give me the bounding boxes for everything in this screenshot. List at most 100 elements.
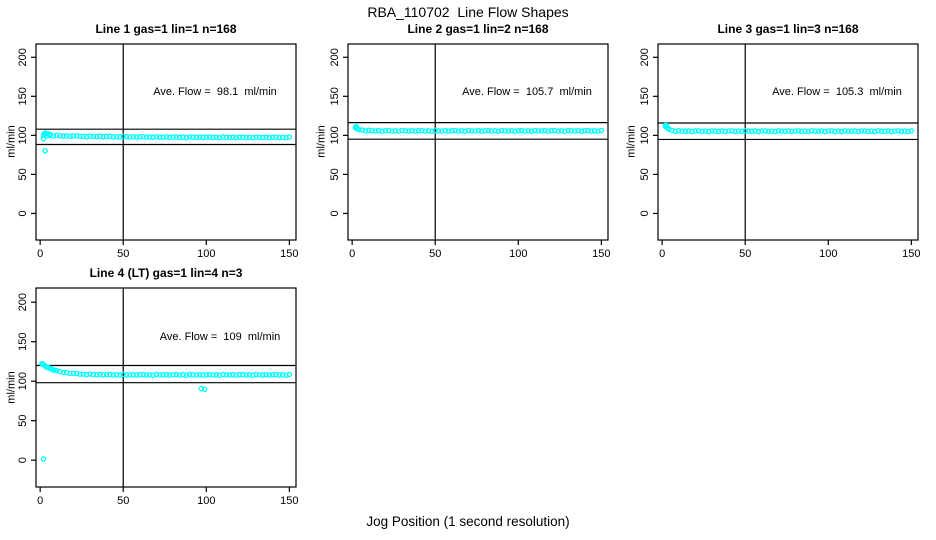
panel-title-line-2: Line 2 gas=1 lin=2 n=168 — [407, 22, 549, 36]
data-point — [123, 134, 130, 140]
y-tick-label: 150 — [329, 87, 341, 105]
data-point — [283, 135, 289, 141]
data-point — [170, 134, 176, 140]
data-point — [585, 127, 591, 134]
ave-flow-annotation-line-3: Ave. Flow = 105.3 ml/min — [772, 86, 902, 98]
data-point — [722, 128, 729, 135]
data-point — [80, 133, 87, 139]
data-point — [498, 127, 505, 134]
data-point — [785, 128, 792, 134]
data-point — [193, 372, 200, 378]
data-point — [885, 128, 891, 134]
data-point — [253, 371, 259, 378]
data-point — [572, 128, 578, 134]
data-point — [558, 128, 565, 134]
data-point — [555, 128, 561, 134]
panel-line-4: 0 50 100 150 0 50 100 150 200 — [17, 287, 299, 507]
data-point — [578, 128, 585, 134]
data-point — [472, 128, 478, 134]
x-tick-label: 0 — [659, 248, 665, 260]
plot-box — [35, 43, 297, 241]
data-point — [276, 134, 283, 141]
x-tick-label: 0 — [37, 495, 43, 507]
data-point — [742, 128, 748, 134]
data-point — [535, 128, 541, 134]
data-point — [832, 128, 838, 135]
panel-title-line-3: Line 3 gas=1 lin=3 n=168 — [717, 22, 859, 36]
data-point — [186, 371, 193, 378]
data-point — [872, 128, 878, 135]
data-point — [57, 368, 63, 375]
data-point — [495, 128, 502, 134]
data-point — [568, 128, 575, 134]
x-tick-label: 50 — [739, 248, 751, 260]
data-point — [379, 128, 385, 134]
panel-title-line-1: Line 1 gas=1 lin=1 n=168 — [95, 22, 237, 36]
data-point — [525, 128, 532, 134]
data-point — [279, 372, 286, 378]
data-point — [752, 128, 758, 134]
data-point — [60, 369, 67, 376]
data-point — [250, 372, 256, 379]
data-point — [362, 128, 369, 134]
data-point — [206, 371, 213, 378]
data-point — [223, 134, 229, 141]
data-point — [83, 134, 90, 140]
data-point — [891, 128, 898, 134]
y-tick-label: 200 — [639, 48, 651, 66]
data-point — [798, 128, 805, 135]
data-point — [166, 372, 173, 378]
data-point — [715, 128, 722, 135]
x-tick-label: 0 — [349, 248, 355, 260]
data-point — [775, 128, 782, 134]
data-point — [273, 371, 279, 378]
data-point — [538, 128, 545, 134]
y-tick-label: 0 — [639, 210, 651, 216]
data-point — [878, 128, 885, 134]
data-point — [702, 128, 709, 134]
data-point — [201, 386, 208, 393]
data-point — [60, 133, 67, 139]
data-point — [901, 128, 908, 134]
data-point — [462, 128, 468, 134]
data-point — [269, 134, 276, 140]
data-point — [183, 372, 190, 379]
data-point — [246, 372, 253, 378]
data-point — [103, 133, 110, 140]
data-point — [213, 134, 220, 140]
data-point — [113, 371, 120, 378]
data-point — [233, 134, 239, 141]
y-tick-label: 50 — [639, 168, 651, 180]
data-point — [157, 134, 163, 140]
data-point — [595, 128, 601, 134]
x-tick-label: 100 — [197, 248, 215, 260]
data-point — [779, 128, 785, 134]
x-tick-label: 150 — [280, 248, 298, 260]
data-point — [100, 134, 107, 140]
y-tick-label: 200 — [329, 48, 341, 66]
data-point — [263, 371, 269, 378]
data-point — [475, 127, 482, 134]
data-point — [210, 134, 216, 141]
plot-box — [657, 43, 919, 241]
data-point — [67, 133, 73, 140]
y-tick-label: 50 — [17, 168, 29, 180]
data-point — [515, 127, 522, 134]
data-point — [180, 372, 186, 378]
data-point — [42, 147, 48, 154]
data-point — [269, 371, 276, 378]
data-point — [40, 135, 47, 142]
data-point — [276, 372, 283, 378]
data-point — [283, 372, 289, 379]
data-point — [110, 372, 117, 378]
data-point — [528, 128, 535, 134]
data-point — [858, 128, 865, 134]
data-point — [40, 456, 47, 462]
data-point — [465, 127, 472, 134]
panel-line-3: 0 50 100 150 0 50 100 150 200 — [639, 43, 921, 260]
data-point — [679, 128, 685, 134]
data-point — [382, 127, 389, 134]
data-point — [150, 134, 156, 141]
data-point — [772, 128, 778, 135]
data-point — [200, 372, 206, 378]
